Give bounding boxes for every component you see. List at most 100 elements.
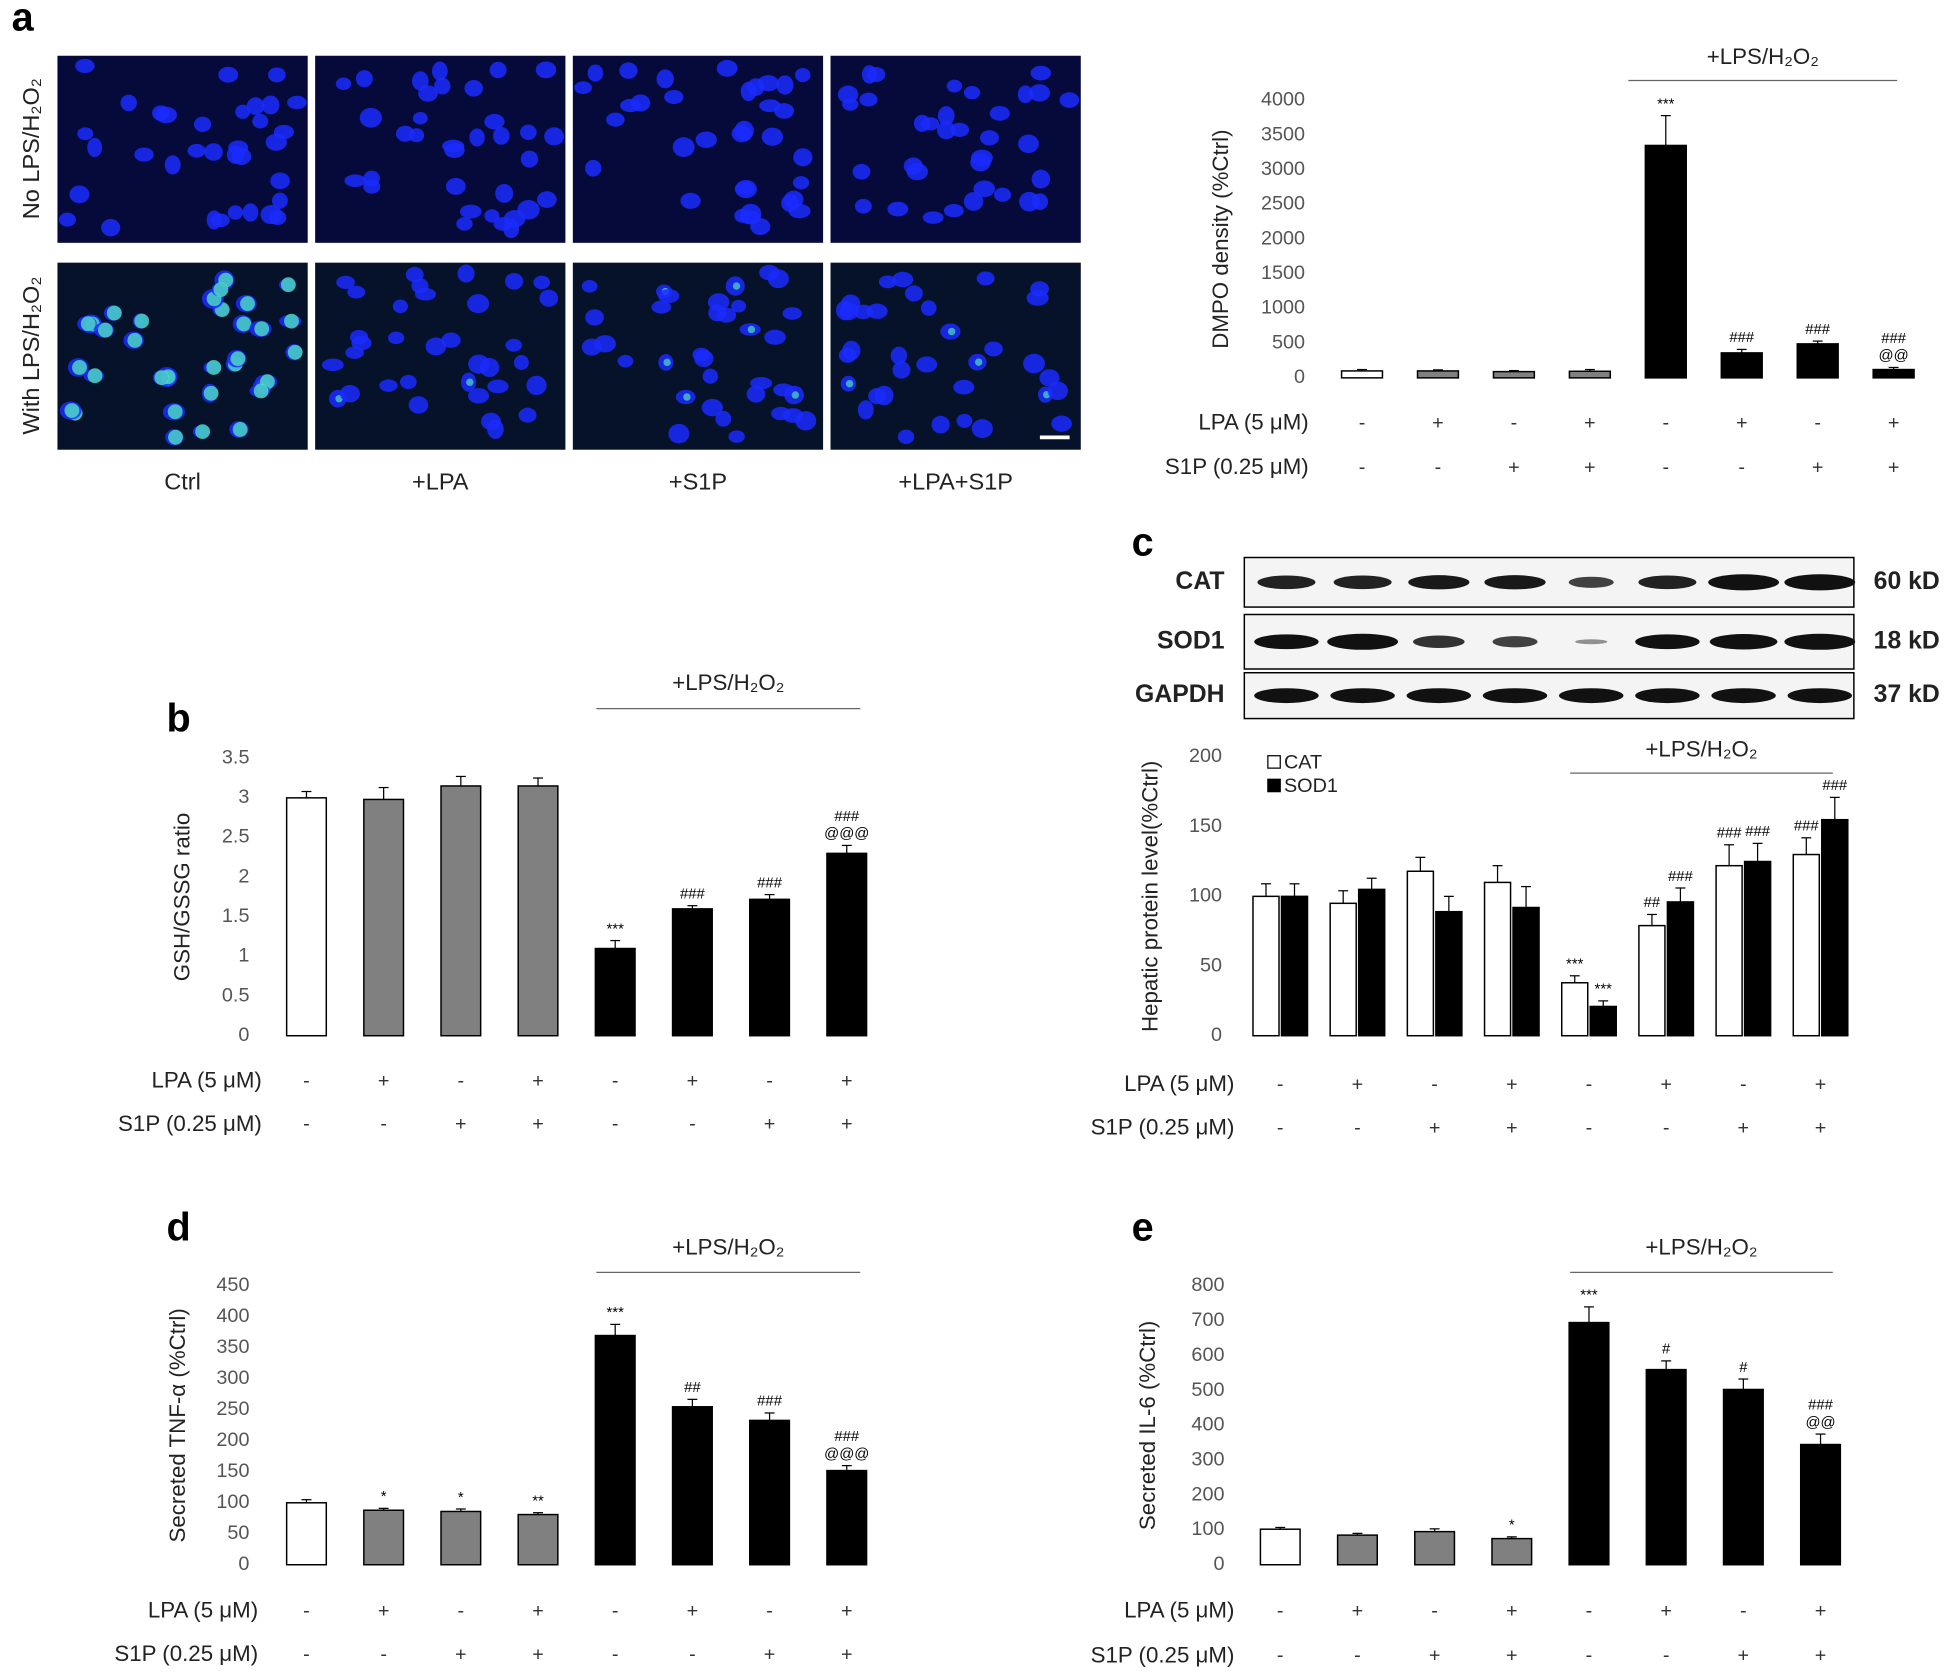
column-label: +LPA bbox=[412, 468, 469, 494]
nucleus bbox=[963, 192, 984, 211]
y-tick-label: 500 bbox=[1191, 1379, 1224, 1401]
nucleus bbox=[535, 61, 557, 79]
y-tick-label: 200 bbox=[1191, 1483, 1224, 1505]
legend-label: SOD1 bbox=[1284, 775, 1338, 797]
nucleus bbox=[464, 80, 484, 97]
nucleus bbox=[272, 192, 288, 209]
bar bbox=[1796, 343, 1839, 379]
nucleus bbox=[761, 127, 784, 146]
dmpo-signal bbox=[240, 296, 255, 312]
dmpo-signal bbox=[80, 316, 96, 332]
significance: ### bbox=[834, 1429, 860, 1445]
nucleus bbox=[921, 117, 940, 131]
condition-sign: - bbox=[303, 1600, 310, 1622]
column-label: Ctrl bbox=[164, 468, 201, 494]
nucleus bbox=[321, 358, 344, 372]
nucleus bbox=[287, 95, 307, 110]
nucleus bbox=[218, 66, 239, 83]
bar bbox=[1483, 881, 1512, 1037]
condition-sign: + bbox=[1506, 1645, 1518, 1667]
nucleus bbox=[866, 303, 888, 319]
y-tick-label: 2000 bbox=[1261, 227, 1305, 249]
dmpo-signal bbox=[732, 282, 741, 290]
condition-label: LPA (5 μM) bbox=[1124, 1598, 1234, 1623]
nucleus bbox=[897, 429, 915, 444]
condition-sign: - bbox=[612, 1643, 619, 1665]
y-tick-label: 100 bbox=[1191, 1518, 1224, 1540]
y-tick-label: 200 bbox=[1189, 745, 1222, 767]
dmpo-signal bbox=[206, 360, 222, 375]
nucleus bbox=[651, 300, 672, 314]
condition-sign: + bbox=[687, 1600, 699, 1622]
nucleus bbox=[943, 204, 964, 218]
significance: ### bbox=[1805, 322, 1831, 338]
significance: @@@ bbox=[824, 826, 869, 842]
condition-sign: + bbox=[1815, 1645, 1827, 1667]
bar bbox=[1491, 1537, 1533, 1566]
significance: ** bbox=[532, 1493, 544, 1509]
legend-swatch bbox=[1267, 778, 1281, 793]
nucleus bbox=[468, 354, 490, 374]
nucleus bbox=[782, 307, 802, 320]
bar bbox=[1644, 144, 1687, 379]
blot-label: SOD1 bbox=[1157, 627, 1225, 654]
bar bbox=[1715, 864, 1743, 1037]
condition-sign: + bbox=[841, 1600, 853, 1622]
nucleus bbox=[1031, 193, 1049, 210]
nucleus bbox=[852, 163, 871, 180]
nucleus bbox=[672, 137, 695, 157]
panel-label: c bbox=[1132, 521, 1154, 565]
dmpo-signal bbox=[974, 358, 983, 366]
condition-sign: - bbox=[1435, 457, 1442, 479]
blot-band bbox=[1406, 688, 1472, 704]
nucleus bbox=[656, 69, 674, 89]
bar bbox=[1645, 1368, 1687, 1566]
significance: @@ bbox=[1879, 348, 1909, 364]
nucleus bbox=[931, 415, 950, 434]
condition-sign: - bbox=[380, 1643, 387, 1665]
condition-sign: + bbox=[764, 1113, 776, 1135]
nucleus bbox=[387, 331, 405, 345]
condition-label: LPA (5 μM) bbox=[1198, 410, 1308, 435]
significance: * bbox=[381, 1489, 387, 1505]
group-label: +LPS/H₂O₂ bbox=[1645, 1235, 1757, 1260]
y-tick-label: 600 bbox=[1191, 1344, 1224, 1366]
nucleus bbox=[77, 127, 94, 141]
blot-band bbox=[1784, 574, 1856, 591]
nucleus bbox=[1047, 381, 1068, 401]
y-tick-label: 400 bbox=[216, 1305, 249, 1327]
y-axis-label: Hepatic protein level(%Ctrl) bbox=[1137, 761, 1162, 1032]
y-tick-label: 250 bbox=[216, 1398, 249, 1420]
condition-sign: + bbox=[1506, 1117, 1518, 1139]
nucleus bbox=[594, 335, 616, 353]
condition-sign: + bbox=[841, 1643, 853, 1665]
dmpo-signal bbox=[791, 391, 800, 399]
condition-sign: + bbox=[1812, 457, 1824, 479]
nucleus bbox=[707, 293, 730, 312]
nucleus bbox=[459, 204, 482, 219]
bar bbox=[1638, 924, 1666, 1037]
nucleus bbox=[434, 77, 451, 95]
condition-sign: + bbox=[1888, 412, 1900, 434]
condition-sign: - bbox=[458, 1070, 465, 1092]
panel-label: b bbox=[166, 697, 190, 741]
y-axis-label: Secreted IL-6 (%Ctrl) bbox=[1135, 1321, 1160, 1530]
bar bbox=[1722, 1388, 1764, 1566]
condition-sign: + bbox=[1660, 1074, 1672, 1096]
dmpo-signal bbox=[287, 344, 303, 360]
y-tick-label: 3.5 bbox=[222, 746, 250, 768]
dmpo-signal bbox=[195, 424, 211, 440]
nucleus bbox=[252, 113, 269, 129]
bar bbox=[1512, 906, 1540, 1037]
nucleus bbox=[518, 407, 537, 423]
nucleus bbox=[442, 139, 465, 153]
significance: ### bbox=[680, 886, 706, 902]
nucleus bbox=[788, 203, 811, 219]
y-tick-label: 3 bbox=[238, 786, 249, 808]
y-tick-label: 1000 bbox=[1261, 297, 1305, 319]
nucleus bbox=[956, 413, 973, 429]
nucleus bbox=[520, 150, 539, 168]
condition-sign: + bbox=[1815, 1117, 1827, 1139]
nucleus bbox=[193, 116, 212, 132]
